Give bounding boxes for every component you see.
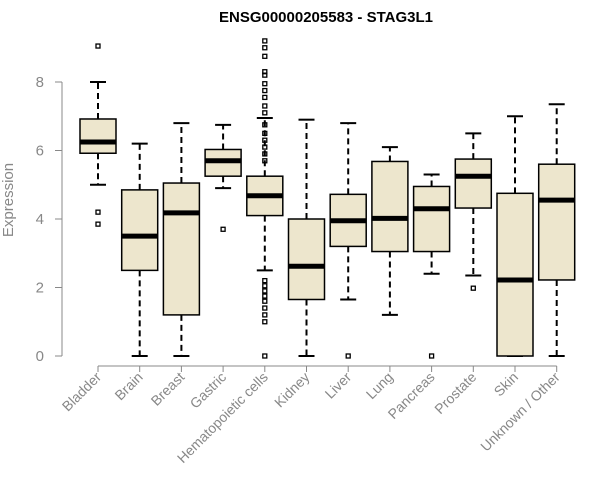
outlier-point (262, 137, 268, 143)
box-group (246, 38, 284, 359)
outlier-point (262, 298, 268, 304)
outlier-point (262, 87, 268, 94)
box-group (371, 146, 409, 316)
outlier-point (262, 353, 268, 359)
box-group (454, 132, 493, 291)
box-group (537, 103, 576, 357)
boxes (79, 38, 576, 359)
outlier-point (470, 285, 476, 291)
y-tick-label: 0 (36, 348, 44, 365)
x-tick-label: Unknown / Other (477, 369, 563, 455)
box-group (412, 173, 451, 359)
outlier-point (428, 353, 435, 359)
x-tick-label: Prostate (431, 369, 479, 417)
x-tick-label: Lung (363, 369, 396, 402)
box-iqr (537, 163, 576, 281)
box-iqr (287, 218, 326, 301)
outlier-point (262, 53, 268, 59)
y-axis-label: Expression (0, 163, 17, 237)
y-tick-label: 4 (36, 211, 44, 228)
outlier-point (262, 151, 268, 157)
outlier-point (262, 277, 268, 284)
outlier-point (262, 122, 268, 128)
box-group (120, 142, 159, 357)
outlier-point (95, 221, 101, 227)
x-tick-label: Kidney (271, 369, 313, 411)
box-group (287, 118, 326, 357)
outlier-point (262, 158, 268, 164)
chart-title: ENSG00000205583 - STAG3L1 (219, 9, 433, 26)
outlier-point (262, 283, 268, 289)
outlier-point (220, 226, 226, 232)
outlier-point (95, 209, 101, 215)
outlier-point (262, 81, 268, 87)
y-tick-label: 8 (36, 74, 44, 91)
box-iqr (120, 189, 159, 272)
outlier-point (262, 38, 268, 44)
box-iqr (412, 185, 451, 253)
box-iqr (454, 158, 493, 209)
x-tick-label: Bladder (59, 369, 105, 415)
x-tick-label: Brain (111, 369, 145, 403)
box-group (204, 123, 242, 232)
box-group (79, 43, 117, 227)
outlier-point (262, 312, 268, 318)
x-tick-label: Liver (322, 369, 355, 402)
outlier-point (262, 130, 268, 137)
outlier-point (262, 288, 268, 294)
y-tick-label: 2 (36, 280, 44, 297)
outlier-point (262, 103, 268, 109)
outlier-point (262, 110, 268, 116)
x-tick-label: Skin (491, 369, 522, 400)
outlier-point (262, 94, 268, 101)
box-group (329, 122, 367, 359)
outlier-point (95, 43, 101, 49)
outlier-point (262, 293, 268, 299)
y-tick-label: 6 (36, 143, 44, 160)
outlier-point (262, 69, 268, 75)
outlier-point (262, 144, 268, 150)
x-tick-label: Breast (148, 369, 188, 409)
outlier-point (262, 319, 268, 325)
box-iqr (371, 160, 409, 253)
outlier-point (262, 45, 268, 51)
box-iqr (162, 182, 201, 316)
outlier-point (345, 353, 351, 359)
box-iqr (79, 118, 117, 154)
box-group (162, 122, 201, 357)
outlier-point (262, 305, 268, 311)
box-iqr (496, 192, 534, 357)
box-group (496, 115, 534, 357)
